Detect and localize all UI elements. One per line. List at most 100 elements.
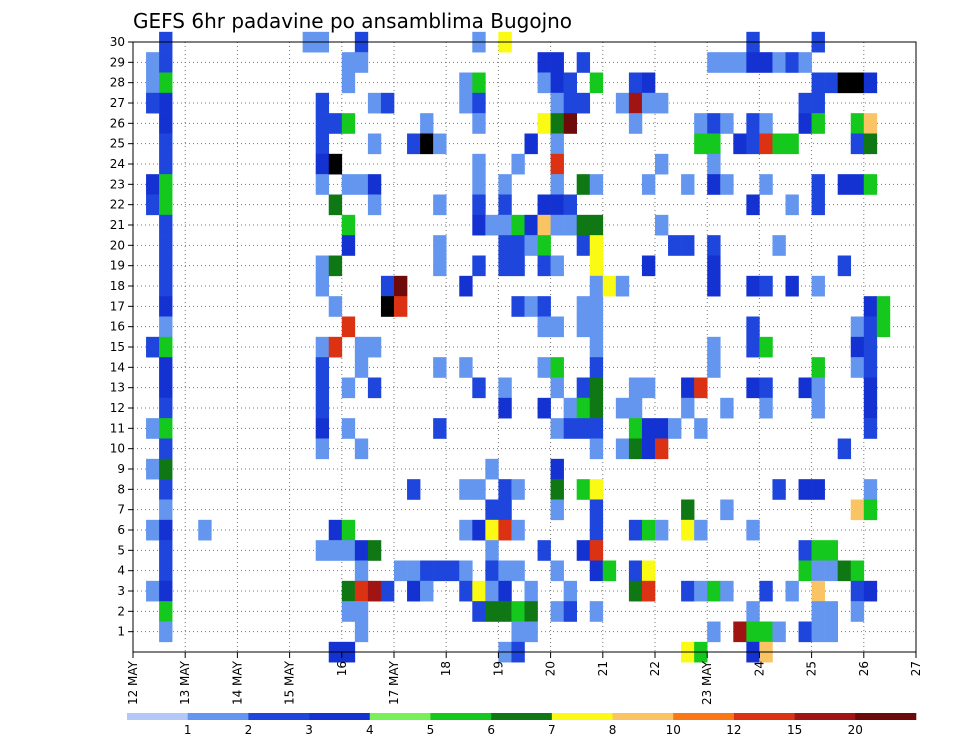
heatmap-cell [563, 601, 577, 622]
heatmap-cell [420, 133, 434, 155]
heatmap-cell [602, 560, 617, 582]
heatmap-cell [628, 519, 643, 541]
heatmap-cell [837, 255, 852, 277]
heatmap-cell [681, 174, 695, 195]
x-tick-label: 15 MAY [283, 660, 297, 705]
heatmap-cell [367, 336, 382, 358]
heatmap-cell [146, 92, 160, 114]
heatmap-cell [550, 458, 564, 480]
heatmap-cell [511, 255, 525, 277]
heatmap-cell [472, 174, 486, 195]
heatmap-cell [550, 214, 564, 236]
heatmap-cell [472, 92, 486, 114]
heatmap-cell [472, 255, 486, 277]
heatmap-cell [511, 519, 525, 541]
heatmap-cell [589, 377, 604, 399]
heatmap-cell [524, 214, 538, 236]
heatmap-cell [589, 418, 604, 439]
y-tick-label: 19 [110, 259, 125, 273]
heatmap-cell [641, 377, 656, 399]
heatmap-cell [485, 601, 499, 622]
y-tick-label: 25 [110, 137, 125, 151]
heatmap-cell [354, 580, 369, 602]
heatmap-cell [354, 357, 369, 378]
heatmap-cell [563, 194, 577, 216]
heatmap-cell [511, 479, 525, 500]
heatmap-cell [159, 296, 173, 317]
legend-level-label: 12 [726, 723, 741, 737]
heatmap-cell [628, 113, 643, 134]
heatmap-cell [315, 92, 330, 114]
heatmap-cell [589, 357, 604, 378]
heatmap-cell [159, 519, 173, 541]
y-tick-label: 28 [110, 76, 125, 90]
heatmap-cell [759, 113, 773, 134]
heatmap-cell [407, 479, 421, 500]
heatmap-cell [641, 519, 656, 541]
heatmap-cell [785, 580, 799, 602]
heatmap-cell [315, 357, 330, 378]
heatmap-cell [655, 214, 669, 236]
heatmap-cell [850, 580, 865, 602]
heatmap-cell [811, 357, 825, 378]
heatmap-cell [498, 255, 512, 277]
y-tick-label: 30 [110, 35, 125, 49]
heatmap-cell [537, 113, 551, 134]
heatmap-cell [641, 580, 656, 602]
heatmap-cell [159, 499, 173, 521]
heatmap-cell [811, 377, 825, 399]
y-tick-label: 12 [110, 401, 125, 415]
heatmap-cell [380, 580, 395, 602]
heatmap-cell [407, 580, 421, 602]
heatmap-cell [537, 235, 551, 256]
heatmap-cell [720, 113, 734, 134]
heatmap-cell [589, 397, 604, 419]
heatmap-cell [772, 621, 786, 643]
heatmap-cell [159, 52, 173, 73]
heatmap-cell [537, 72, 551, 94]
heatmap-cell [576, 479, 591, 500]
heatmap-cell [420, 560, 434, 582]
heatmap-cell [628, 92, 643, 114]
heatmap-cell [850, 113, 865, 134]
heatmap-cell [681, 235, 695, 256]
heatmap-cell [746, 194, 760, 216]
legend-level-label: 1 [184, 723, 192, 737]
heatmap-cell [707, 133, 721, 155]
heatmap-cell [380, 296, 395, 317]
heatmap-cell [589, 438, 604, 460]
heatmap-cell [589, 560, 604, 582]
heatmap-cell [394, 296, 408, 317]
heatmap-cell [785, 275, 799, 297]
x-tick-label: 24 [752, 661, 766, 676]
heatmap-cell [628, 397, 643, 419]
heatmap-cell [850, 174, 865, 195]
heatmap-cell [550, 499, 564, 521]
heatmap-cell [354, 560, 369, 582]
heatmap-cell [146, 418, 160, 439]
heatmap-cell [550, 52, 564, 73]
heatmap-cell [146, 458, 160, 480]
heatmap-cell [498, 235, 512, 256]
heatmap-cell [746, 275, 760, 297]
y-tick-label: 15 [110, 340, 125, 354]
heatmap-cell [472, 72, 486, 94]
heatmap-cell [146, 194, 160, 216]
heatmap-cell [707, 275, 721, 297]
heatmap-cell [668, 418, 682, 439]
heatmap-cell [837, 560, 852, 582]
heatmap-cell [759, 52, 773, 73]
heatmap-cell [811, 601, 825, 622]
heatmap-cell [159, 255, 173, 277]
heatmap-cell [863, 336, 878, 358]
heatmap-cell [367, 133, 382, 155]
heatmap-cell [576, 214, 591, 236]
heatmap-cell [707, 113, 721, 134]
heatmap-cell [159, 194, 173, 216]
heatmap-cell [759, 336, 773, 358]
heatmap-cell [159, 479, 173, 500]
x-tick-label: 25 [805, 661, 819, 676]
heatmap-cell [459, 92, 473, 114]
heatmap-cell [628, 377, 643, 399]
heatmap-cell [159, 113, 173, 134]
